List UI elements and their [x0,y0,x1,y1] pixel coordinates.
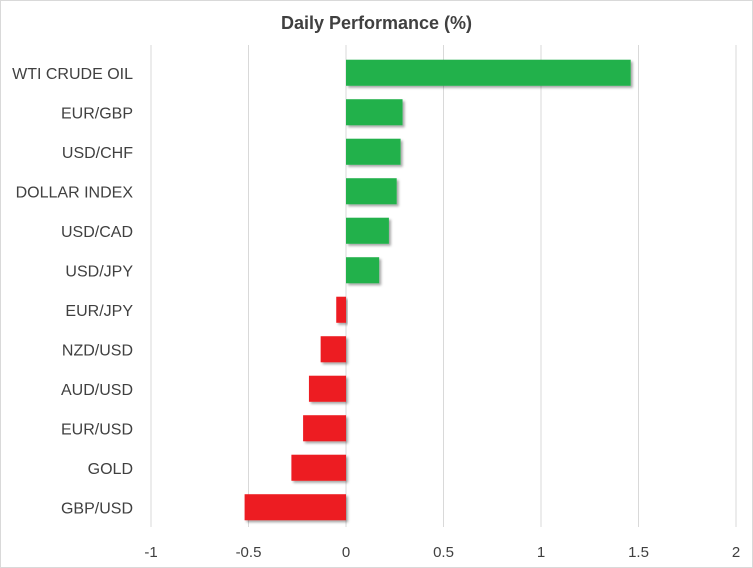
bar [303,415,346,442]
bar [336,296,346,323]
bar [308,375,346,402]
bar [346,257,380,284]
x-tick-label: 1.5 [628,544,649,561]
category-label: EUR/JPY [65,303,133,320]
bar [346,178,397,205]
category-label: NZD/USD [62,342,133,359]
bar [346,59,631,86]
bar [346,99,403,126]
bar [291,454,346,481]
x-tick-label: 2 [732,544,740,561]
category-label: USD/CHF [62,145,133,162]
x-tick-label: 0 [342,544,350,561]
bar [346,217,389,244]
category-label: USD/CAD [61,224,133,241]
x-tick-label: -1 [144,544,157,561]
x-tick-label: 1 [537,544,545,561]
category-label: GBP/USD [61,500,133,517]
category-label: EUR/USD [61,421,133,438]
category-label: USD/JPY [65,263,133,280]
x-tick-label: -0.5 [236,544,262,561]
chart-title: Daily Performance (%) [280,13,473,33]
category-label: WTI CRUDE OIL [12,66,133,83]
bar [346,138,401,165]
bar [244,494,346,521]
category-label: GOLD [88,461,133,478]
x-tick-label: 0.5 [433,544,454,561]
category-label: DOLLAR INDEX [16,184,134,201]
category-label: AUD/USD [61,382,133,399]
bar [320,336,346,363]
category-label: EUR/GBP [61,105,133,122]
